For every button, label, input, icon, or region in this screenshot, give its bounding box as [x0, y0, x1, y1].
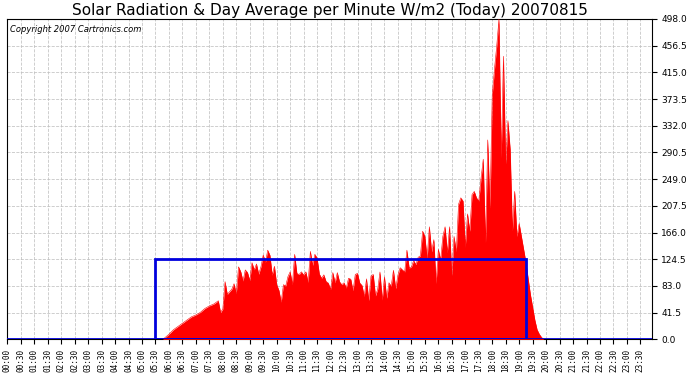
- Bar: [155, 259, 526, 339]
- Title: Solar Radiation & Day Average per Minute W/m2 (Today) 20070815: Solar Radiation & Day Average per Minute…: [72, 3, 587, 18]
- Text: Copyright 2007 Cartronics.com: Copyright 2007 Cartronics.com: [10, 26, 142, 34]
